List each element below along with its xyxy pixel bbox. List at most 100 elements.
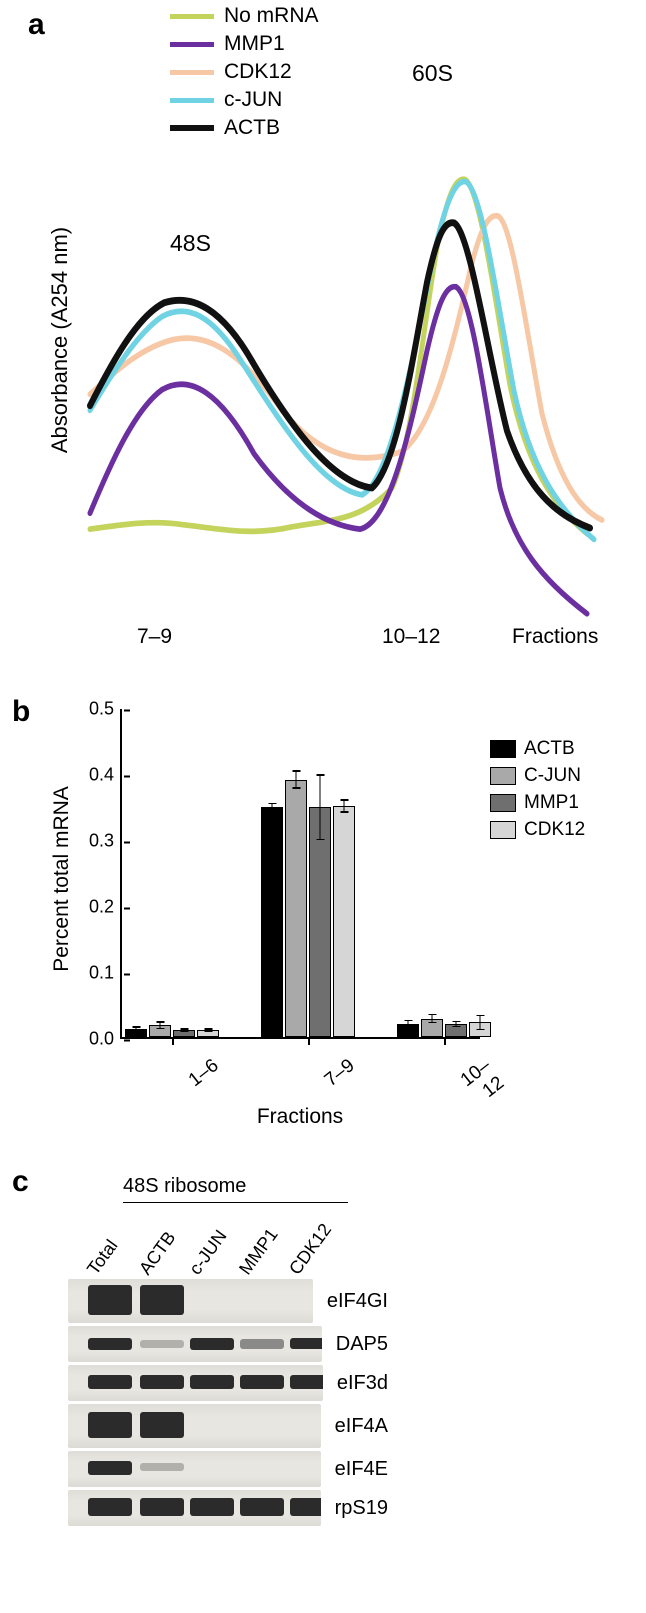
row-label: eIF4E [335, 1458, 388, 1481]
row-label: eIF4GI [327, 1290, 388, 1313]
band [190, 1375, 234, 1389]
panel-b-label: b [12, 695, 30, 729]
legend-swatch [490, 821, 516, 839]
band [290, 1498, 321, 1516]
panel-b-chart: Percent total mRNA 0.00.10.20.30.40.51–6… [120, 709, 480, 1039]
band [140, 1463, 184, 1471]
blot-row: eIF4GI [68, 1279, 388, 1323]
errorbar [160, 1021, 161, 1029]
band [190, 1498, 234, 1516]
errorbar [208, 1028, 209, 1032]
blot-strip [68, 1451, 321, 1487]
errorbar [480, 1015, 481, 1031]
errorbar [272, 803, 273, 812]
series-no-mrna [90, 179, 587, 533]
band [140, 1498, 184, 1516]
band [190, 1338, 234, 1350]
blot-row: DAP5 [68, 1326, 388, 1362]
xticklabel: 10–12 [457, 1055, 509, 1109]
bar [261, 807, 283, 1037]
ytick: 0.4 [89, 765, 122, 786]
row-label: eIF3d [337, 1372, 388, 1395]
band [88, 1338, 132, 1350]
figure: a Absorbance (A254 nm) No mRNA MMP1 CDK1… [0, 0, 646, 1613]
blot-row: rpS19 [68, 1490, 388, 1526]
column-label: ACTB [135, 1228, 180, 1279]
column-label: Total [83, 1236, 122, 1279]
band [240, 1498, 284, 1516]
column-label: MMP1 [235, 1225, 283, 1279]
panel-b-legend: ACTB C-JUN MMP1 CDK12 [490, 735, 585, 843]
band [88, 1461, 132, 1475]
band [240, 1339, 284, 1349]
series-cjun [90, 182, 594, 540]
band [240, 1375, 284, 1389]
errorbar [432, 1014, 433, 1023]
column-label: CDK12 [285, 1220, 336, 1279]
legend-label: CDK12 [524, 819, 585, 841]
blot-row: eIF3d [68, 1365, 388, 1401]
xticklabel: 1–6 [185, 1055, 224, 1092]
bar [309, 807, 331, 1037]
xtick: 10–12 [382, 625, 440, 649]
panel-a-chart [82, 8, 612, 648]
ytick: 0.5 [89, 699, 122, 720]
band [88, 1285, 132, 1315]
band [290, 1338, 322, 1349]
errorbar [408, 1020, 409, 1028]
bar [333, 806, 355, 1037]
ytick: 0.2 [89, 897, 122, 918]
errorbar [456, 1021, 457, 1028]
legend-swatch [490, 767, 516, 785]
blot-row: eIF4E [68, 1451, 388, 1487]
column-label: c-JUN [185, 1226, 231, 1279]
panel-c-header: 48S ribosome [123, 1175, 388, 1198]
errorbar [320, 774, 321, 840]
band [140, 1340, 184, 1348]
xaxis-label: Fractions [512, 625, 598, 649]
row-label: eIF4A [335, 1415, 388, 1438]
panel-c-header-line [123, 1202, 348, 1203]
panel-a-ylabel: Absorbance (A254 nm) [47, 227, 73, 453]
blot-strip [68, 1326, 322, 1362]
legend-swatch [490, 740, 516, 758]
band [290, 1375, 323, 1389]
bar [285, 780, 307, 1037]
panel-c: c 48S ribosome Total ACTBc-JUNMMP1CDK12 e… [0, 1165, 646, 1613]
panel-c-label: c [12, 1165, 29, 1199]
panel-a-xaxis: 7–9 10–12 Fractions [82, 625, 612, 655]
ytick: 0.0 [89, 1029, 122, 1050]
ytick: 0.1 [89, 963, 122, 984]
band [88, 1412, 132, 1438]
xtick: 7–9 [137, 625, 172, 649]
band [88, 1498, 132, 1516]
band [140, 1412, 184, 1438]
ytick: 0.3 [89, 831, 122, 852]
errorbar [136, 1026, 137, 1031]
errorbar [344, 799, 345, 812]
blot-row: eIF4A [68, 1404, 388, 1448]
panel-c-rows: eIF4GI DAP5 eIF3d eIF4A eIF4E rpS19 [68, 1279, 388, 1526]
xticklabel: 7–9 [321, 1055, 360, 1092]
panel-b-xlabel: Fractions [120, 1105, 480, 1129]
blot-strip [68, 1365, 323, 1401]
errorbar [296, 770, 297, 788]
panel-b-ylabel: Percent total mRNA [50, 786, 74, 972]
panel-a: a Absorbance (A254 nm) No mRNA MMP1 CDK1… [0, 0, 646, 695]
row-label: DAP5 [336, 1333, 388, 1356]
panel-c-container: 48S ribosome Total ACTBc-JUNMMP1CDK12 eIF… [68, 1175, 388, 1529]
errorbar [184, 1028, 185, 1032]
panel-c-col-labels: Total ACTBc-JUNMMP1CDK12 [68, 1205, 388, 1279]
legend-label: MMP1 [524, 792, 579, 814]
legend-label: C-JUN [524, 765, 581, 787]
band [140, 1375, 184, 1389]
panel-b: b Percent total mRNA 0.00.10.20.30.40.51… [0, 695, 646, 1165]
blot-strip [68, 1279, 313, 1323]
blot-strip [68, 1490, 321, 1526]
band [88, 1375, 132, 1389]
legend-swatch [490, 794, 516, 812]
band [140, 1285, 184, 1315]
row-label: rpS19 [335, 1497, 388, 1520]
panel-a-label: a [28, 8, 45, 42]
legend-label: ACTB [524, 738, 575, 760]
